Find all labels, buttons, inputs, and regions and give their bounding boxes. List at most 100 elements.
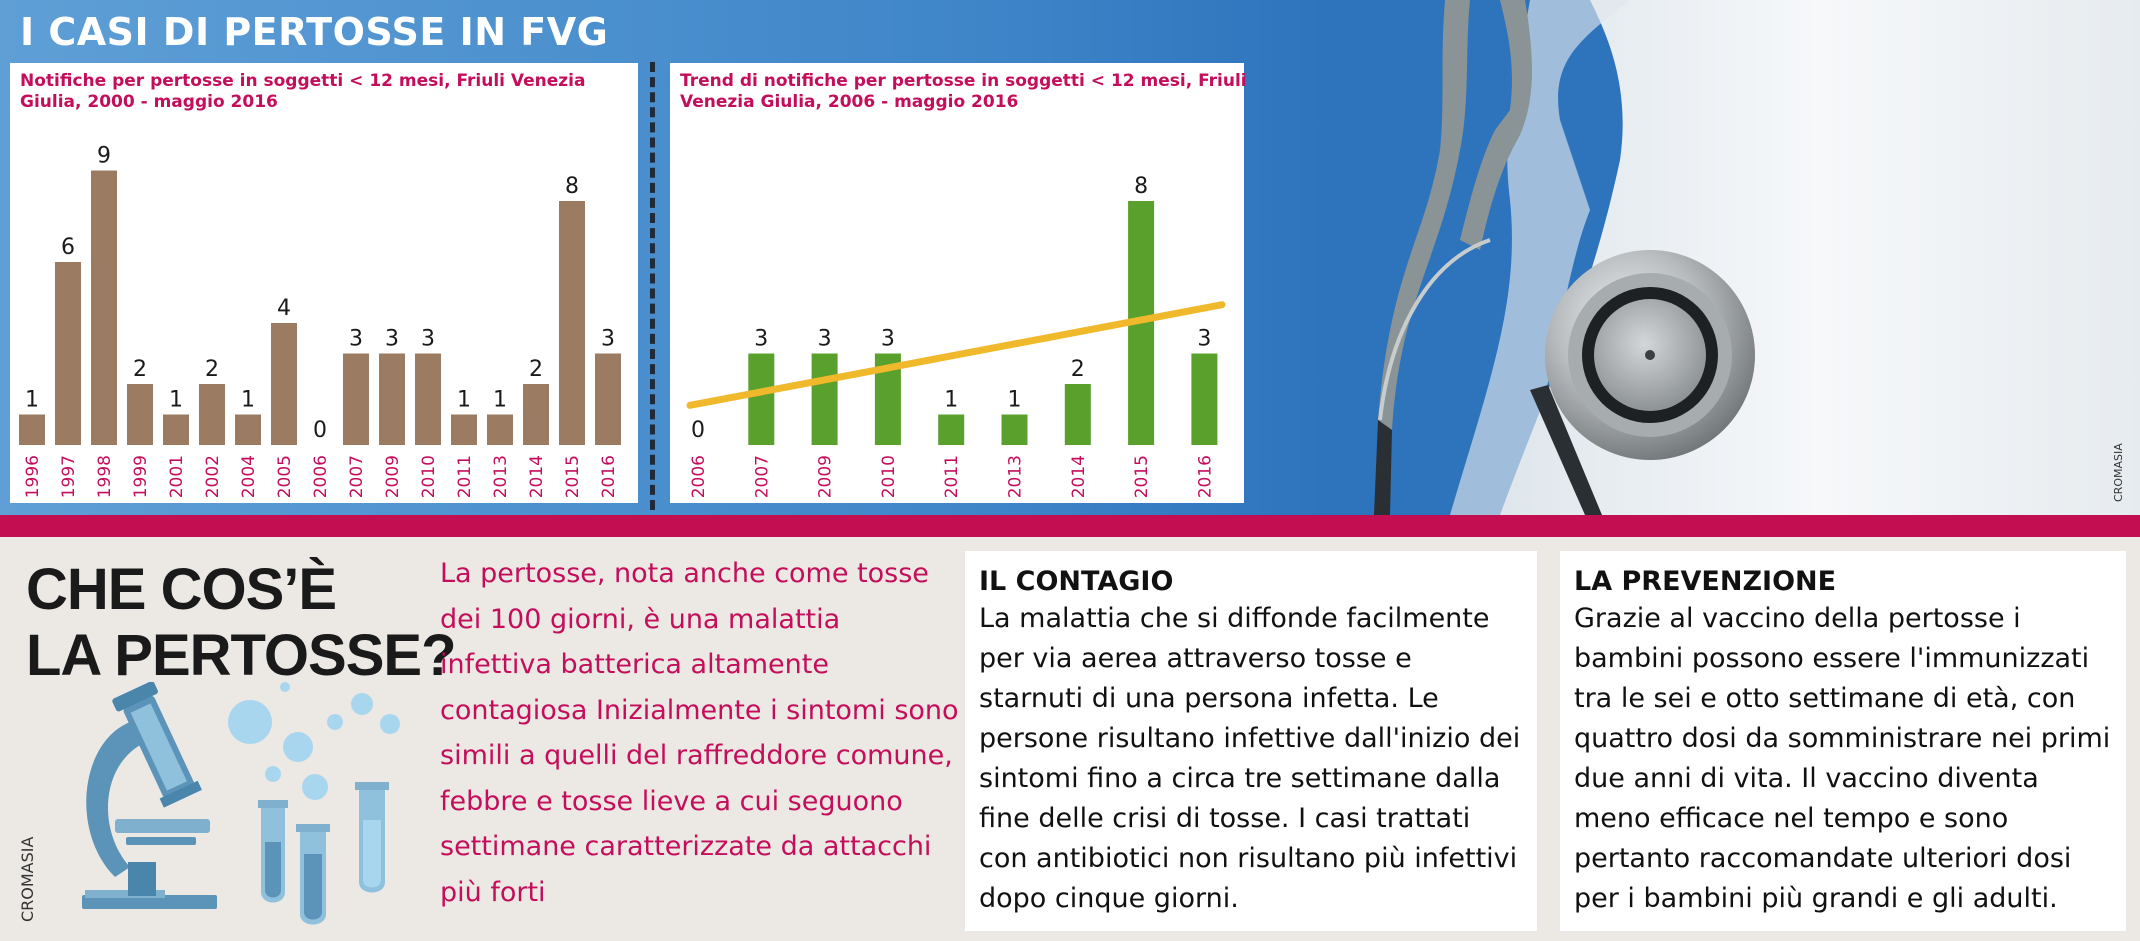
x-tick-label: 1998 bbox=[95, 455, 115, 498]
value-label: 3 bbox=[349, 327, 363, 352]
x-tick-label: 2005 bbox=[275, 455, 295, 498]
main-title: I CASI DI PERTOSSE IN FVG bbox=[20, 10, 609, 54]
question-heading: CHE COS’È LA PERTOSSE? bbox=[26, 557, 457, 689]
value-label: 9 bbox=[97, 144, 111, 169]
bar bbox=[559, 201, 585, 445]
bar bbox=[595, 353, 621, 445]
bar bbox=[55, 262, 81, 445]
x-tick-label: 2007 bbox=[347, 455, 367, 498]
x-tick-label: 1999 bbox=[131, 455, 151, 498]
microscope-icon bbox=[82, 682, 217, 909]
chart-panel-trend: Trend di notifiche per pertosse in sogge… bbox=[670, 63, 1247, 503]
bar-chart-notifications: 1 1996 6 1997 9 1998 2 1999 1 2001 2 2002 1 2004 4 2005… bbox=[19, 144, 621, 498]
photo-credit: CROMASIA bbox=[2112, 443, 2125, 502]
x-tick-label: 2007 bbox=[752, 455, 772, 498]
x-tick-label: 2014 bbox=[1069, 455, 1089, 498]
info-section: CHE COS’È LA PERTOSSE? bbox=[0, 537, 2140, 941]
x-tick-label: 2009 bbox=[816, 455, 836, 498]
value-label: 0 bbox=[313, 418, 327, 443]
bar bbox=[1064, 384, 1091, 445]
value-label: 1 bbox=[25, 388, 39, 413]
value-label: 2 bbox=[133, 357, 147, 382]
bar bbox=[127, 384, 153, 445]
contagio-box: IL CONTAGIO La malattia che si diffonde … bbox=[965, 551, 1537, 931]
chart-panel-notifications: Notifiche per pertosse in soggetti < 12 … bbox=[10, 63, 638, 503]
illustration-credit: CROMASIA bbox=[18, 836, 37, 922]
x-tick-label: 2006 bbox=[311, 455, 331, 498]
x-tick-label: 2014 bbox=[527, 455, 547, 498]
bar bbox=[748, 353, 775, 445]
value-label: 8 bbox=[565, 174, 579, 199]
microscope-test-tubes-illustration bbox=[82, 682, 400, 925]
value-label: 2 bbox=[1071, 357, 1085, 382]
x-tick-label: 2011 bbox=[942, 455, 962, 498]
bar bbox=[811, 353, 838, 445]
bar bbox=[199, 384, 225, 445]
question-line-1: CHE COS’È bbox=[26, 557, 337, 622]
dashed-divider bbox=[650, 62, 655, 510]
test-tubes-icon bbox=[228, 682, 400, 925]
value-label: 1 bbox=[944, 388, 958, 413]
value-label: 0 bbox=[691, 418, 705, 443]
x-tick-label: 1996 bbox=[23, 455, 43, 498]
prevenzione-title: LA PREVENZIONE bbox=[1574, 566, 1837, 597]
x-tick-label: 2002 bbox=[203, 455, 223, 498]
x-tick-label: 2010 bbox=[879, 455, 899, 498]
bar-chart-trend: 0 2006 3 2007 3 2009 3 2010 1 2011 1 2013 2 2014 8 2015… bbox=[686, 174, 1226, 498]
value-label: 3 bbox=[754, 327, 768, 352]
value-label: 3 bbox=[818, 327, 832, 352]
prevenzione-box: LA PREVENZIONE Grazie al vaccino della p… bbox=[1560, 551, 2126, 931]
value-label: 3 bbox=[421, 327, 435, 352]
x-tick-label: 2016 bbox=[599, 455, 619, 498]
bar bbox=[343, 353, 369, 445]
stethoscope-photo bbox=[1374, 0, 2140, 515]
x-tick-label: 2015 bbox=[563, 455, 583, 498]
value-label: 1 bbox=[241, 388, 255, 413]
x-tick-label: 2001 bbox=[167, 455, 187, 498]
value-label: 3 bbox=[881, 327, 895, 352]
intro-text: La pertosse, nota anche come tosse dei 1… bbox=[440, 558, 959, 908]
value-label: 1 bbox=[169, 388, 183, 413]
value-label: 4 bbox=[277, 296, 291, 321]
value-label: 3 bbox=[601, 327, 615, 352]
bar bbox=[91, 170, 117, 445]
value-label: 6 bbox=[61, 235, 75, 260]
contagio-title: IL CONTAGIO bbox=[979, 566, 1174, 597]
x-tick-label: 2016 bbox=[1195, 455, 1215, 498]
divider-band bbox=[0, 515, 2140, 537]
bar bbox=[19, 414, 45, 445]
value-label: 2 bbox=[205, 357, 219, 382]
x-tick-label: 2015 bbox=[1132, 455, 1152, 498]
value-label: 2 bbox=[529, 357, 543, 382]
x-tick-label: 2006 bbox=[689, 455, 709, 498]
bar bbox=[938, 414, 965, 445]
chart-title: Notifiche per pertosse in soggetti < 12 … bbox=[20, 71, 586, 112]
bar bbox=[523, 384, 549, 445]
bar bbox=[379, 353, 405, 445]
x-tick-label: 2011 bbox=[455, 455, 475, 498]
value-label: 1 bbox=[493, 388, 507, 413]
bar bbox=[415, 353, 441, 445]
value-label: 1 bbox=[457, 388, 471, 413]
bar bbox=[163, 414, 189, 445]
x-tick-label: 2004 bbox=[239, 455, 259, 498]
trend-line bbox=[686, 301, 1226, 409]
bar bbox=[271, 323, 297, 445]
x-tick-label: 2013 bbox=[1006, 455, 1026, 498]
value-label: 3 bbox=[1197, 327, 1211, 352]
bar bbox=[235, 414, 261, 445]
header-area: I CASI DI PERTOSSE IN FVG Notifiche per … bbox=[0, 0, 2140, 515]
x-tick-label: 2009 bbox=[383, 455, 403, 498]
value-label: 8 bbox=[1134, 174, 1148, 199]
bar bbox=[487, 414, 513, 445]
bar bbox=[451, 414, 477, 445]
x-tick-label: 1997 bbox=[59, 455, 79, 498]
chart-title: Trend di notifiche per pertosse in sogge… bbox=[680, 71, 1247, 112]
x-tick-label: 2013 bbox=[491, 455, 511, 498]
contagio-text: La malattia che si diffonde facilmente p… bbox=[979, 603, 1521, 914]
value-label: 3 bbox=[385, 327, 399, 352]
value-label: 1 bbox=[1008, 388, 1022, 413]
bar bbox=[1191, 353, 1218, 445]
question-line-2: LA PERTOSSE? bbox=[26, 623, 457, 688]
bar bbox=[1001, 414, 1028, 445]
